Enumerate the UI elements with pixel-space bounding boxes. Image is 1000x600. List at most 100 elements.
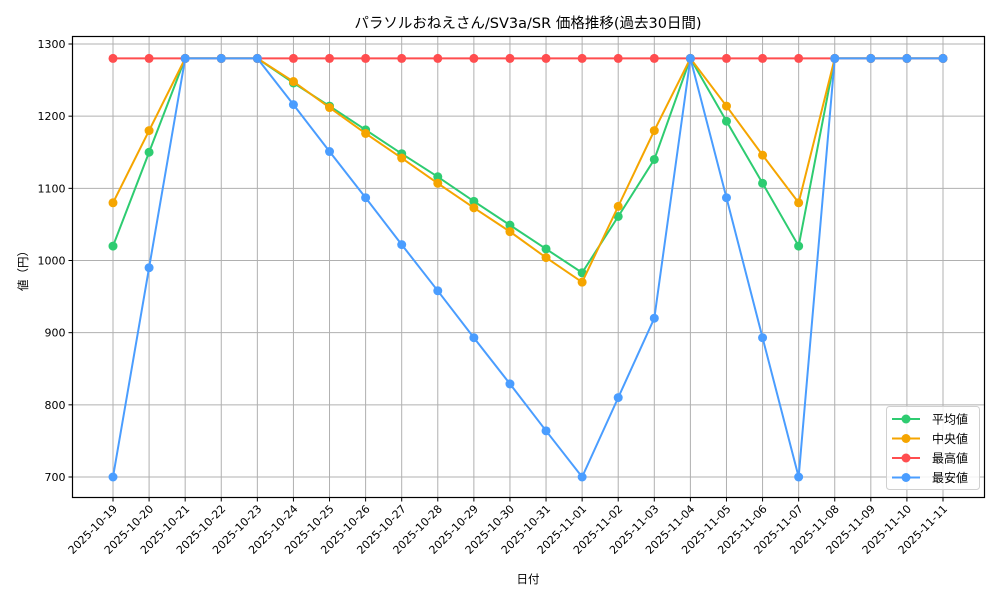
data-point-marker — [721, 116, 731, 126]
data-point-marker — [758, 333, 768, 343]
data-point-marker — [794, 472, 804, 482]
data-point-marker — [361, 128, 371, 138]
series-lines — [108, 53, 948, 482]
y-tick-label: 800 — [45, 399, 66, 412]
data-point-marker — [433, 178, 443, 188]
data-point-marker — [505, 379, 515, 389]
data-point-marker — [794, 53, 804, 63]
data-point-marker — [721, 53, 731, 63]
data-point-marker — [288, 100, 298, 110]
data-point-marker — [433, 172, 443, 182]
data-point-marker — [505, 220, 515, 230]
data-point-marker — [469, 203, 479, 213]
data-point-marker — [830, 53, 840, 63]
y-tick-label: 900 — [45, 327, 66, 340]
data-point-marker — [649, 154, 659, 164]
data-point-marker — [433, 53, 443, 63]
data-point-marker — [541, 253, 551, 263]
grid-lines — [72, 36, 985, 498]
data-point-marker — [794, 198, 804, 208]
data-point-marker — [216, 53, 226, 63]
plot-frame — [71, 35, 986, 499]
data-point-marker — [469, 196, 479, 206]
data-point-marker — [685, 53, 695, 63]
data-point-marker — [505, 53, 515, 63]
y-tick-label: 1300 — [38, 38, 66, 51]
data-point-marker — [541, 244, 551, 254]
legend-item: 最高値 — [892, 451, 968, 466]
data-point-marker — [758, 178, 768, 188]
x-axis: 2025-10-192025-10-202025-10-212025-10-22… — [66, 497, 950, 557]
legend-marker-icon — [901, 414, 911, 424]
data-point-marker — [758, 150, 768, 160]
data-point-marker — [361, 53, 371, 63]
data-point-marker — [794, 241, 804, 251]
x-axis-label: 日付 — [517, 572, 540, 586]
data-point-marker — [252, 53, 262, 63]
data-point-marker — [649, 313, 659, 323]
data-point-marker — [180, 53, 190, 63]
series-1 — [108, 53, 948, 287]
legend-box — [886, 406, 980, 490]
data-point-marker — [397, 240, 407, 250]
data-point-marker — [866, 53, 876, 63]
data-point-marker — [721, 101, 731, 111]
data-point-marker — [613, 211, 623, 221]
data-point-marker — [758, 53, 768, 63]
chart-title: パラソルおねえさん/SV3a/SR 価格推移(過去30日間) — [354, 15, 701, 32]
data-point-marker — [577, 53, 587, 63]
y-axis: 700 800 900 1000 1100 1200 1300 — [38, 38, 73, 484]
data-point-marker — [577, 277, 587, 287]
data-point-marker — [433, 286, 443, 296]
legend-label: 最安値 — [932, 470, 968, 485]
y-tick-label: 700 — [45, 471, 66, 484]
data-point-marker — [144, 53, 154, 63]
data-point-marker — [613, 393, 623, 403]
y-tick-label: 1100 — [38, 182, 66, 195]
data-point-marker — [721, 193, 731, 203]
data-point-marker — [505, 227, 515, 237]
legend-label: 中央値 — [932, 431, 968, 446]
data-point-marker — [541, 53, 551, 63]
data-point-marker — [108, 198, 118, 208]
data-point-marker — [577, 472, 587, 482]
legend-marker-icon — [901, 473, 911, 482]
legend-item: 中央値 — [892, 431, 968, 446]
data-point-marker — [144, 126, 154, 136]
data-point-marker — [325, 53, 335, 63]
series-line — [112, 57, 943, 479]
data-point-marker — [902, 53, 912, 63]
legend-item: 平均値 — [892, 412, 968, 427]
data-point-marker — [649, 53, 659, 63]
data-point-marker — [288, 77, 298, 87]
legend-label: 平均値 — [932, 412, 968, 427]
legend-label: 最高値 — [932, 451, 968, 466]
data-point-marker — [108, 472, 118, 482]
y-tick-label: 1200 — [38, 110, 66, 123]
y-tick-label: 1000 — [38, 255, 66, 268]
data-point-marker — [577, 268, 587, 278]
data-point-marker — [613, 201, 623, 211]
y-axis-label: 値（円） — [16, 245, 30, 291]
series-3 — [108, 53, 948, 482]
data-point-marker — [325, 103, 335, 113]
data-point-marker — [361, 193, 371, 203]
data-point-marker — [541, 426, 551, 436]
legend-marker-icon — [901, 434, 911, 443]
data-point-marker — [144, 147, 154, 157]
data-point-marker — [108, 241, 118, 251]
data-point-marker — [144, 263, 154, 273]
data-point-marker — [325, 147, 335, 157]
data-point-marker — [288, 53, 298, 63]
data-point-marker — [469, 333, 479, 343]
data-point-marker — [649, 126, 659, 136]
data-point-marker — [938, 53, 948, 63]
legend-marker-icon — [901, 453, 911, 463]
legend-item: 最安値 — [892, 470, 968, 485]
data-point-marker — [397, 53, 407, 63]
data-point-marker — [397, 153, 407, 163]
data-point-marker — [108, 53, 118, 63]
data-point-marker — [469, 53, 479, 63]
